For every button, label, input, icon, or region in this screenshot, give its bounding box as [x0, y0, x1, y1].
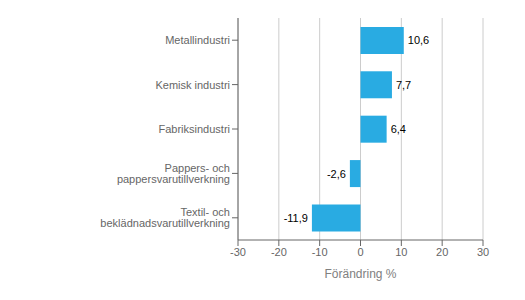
svg-text:30: 30 [477, 246, 489, 258]
svg-text:7,7: 7,7 [396, 79, 411, 91]
svg-text:0: 0 [357, 246, 363, 258]
svg-text:20: 20 [436, 246, 448, 258]
svg-text:Metallindustri: Metallindustri [165, 34, 230, 46]
svg-text:Förändring %: Förändring % [324, 267, 396, 281]
svg-text:Textil- ochbeklädnadsvarutillv: Textil- ochbeklädnadsvarutillverkning [100, 206, 230, 229]
svg-text:Kemisk industri: Kemisk industri [155, 79, 230, 91]
svg-text:10: 10 [395, 246, 407, 258]
svg-text:6,4: 6,4 [391, 123, 406, 135]
svg-text:-10: -10 [312, 246, 328, 258]
svg-text:10,6: 10,6 [408, 34, 429, 46]
svg-text:-20: -20 [271, 246, 287, 258]
svg-text:-2,6: -2,6 [327, 168, 346, 180]
svg-text:Pappers- ochpappersvarutillver: Pappers- ochpappersvarutillverkning [117, 162, 230, 185]
svg-text:Fabriksindustri: Fabriksindustri [158, 123, 230, 135]
svg-text:-30: -30 [230, 246, 246, 258]
svg-text:-11,9: -11,9 [284, 212, 308, 224]
